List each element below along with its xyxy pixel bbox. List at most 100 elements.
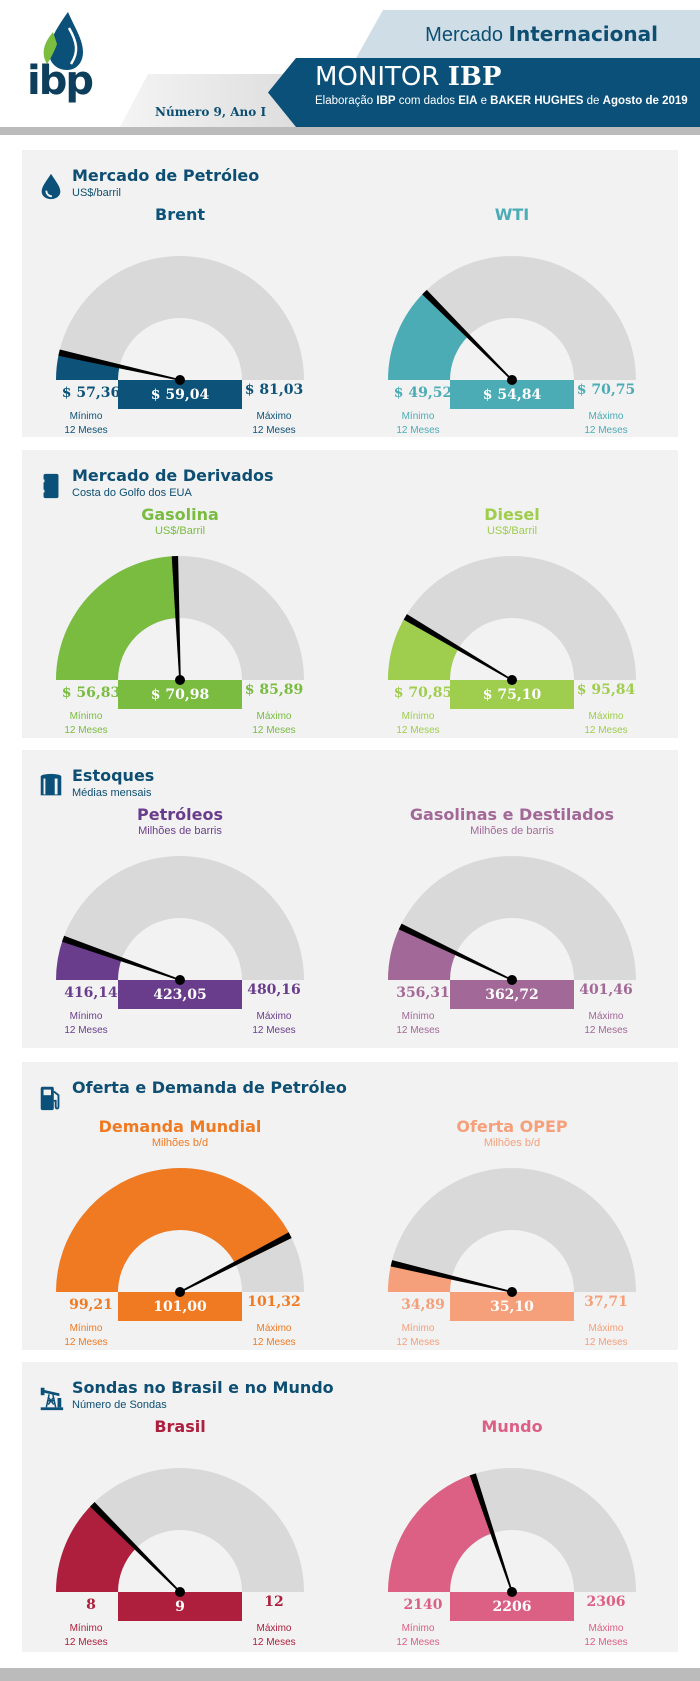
gauge-title: Gasolinas e Destilados: [409, 805, 615, 824]
gauge-brent: Brent $ 59,04 $ 57,36 $ 81,03 Mínimo 12 Meses…: [55, 205, 355, 436]
gauge-oferta-opep: Oferta OPEP Milhões b/d 35,10 34,89 37,71 Mín…: [387, 1117, 687, 1348]
gauge-min-label: $ 57,36: [61, 385, 121, 401]
monitor-subtitle: Elaboração IBP com dados EIA e BAKER HUG…: [315, 94, 695, 108]
gauge-fill: [56, 938, 122, 980]
section-subtitle: US$/barril: [72, 187, 121, 199]
gauge-needle: [403, 614, 513, 681]
gauge-fill: [388, 292, 469, 380]
gauge-max-caption: Máximo 12 Meses: [566, 1622, 646, 1650]
gauge-fill: [56, 1168, 291, 1292]
caption-line: 12 Meses: [396, 425, 440, 436]
caption-line: Mínimo: [69, 1011, 103, 1022]
gauge-fill: [388, 1474, 493, 1592]
report-header: ibp Mercado Internacional Número 9, Ano …: [0, 0, 700, 135]
caption-line: 12 Meses: [396, 1025, 440, 1036]
gauge-min-caption: Mínimo 12 Meses: [378, 1622, 458, 1650]
oil-pump-jack-icon: [40, 1387, 64, 1411]
caption-line: Mínimo: [401, 711, 435, 722]
caption-line: 12 Meses: [252, 425, 296, 436]
gauge-svg: [56, 256, 304, 409]
gauge-hub: [175, 975, 185, 985]
gauge-value-label: 9: [175, 1599, 185, 1615]
gauge-value-label: $ 70,98: [150, 687, 210, 703]
gauge-max-label: $ 70,75: [576, 382, 636, 398]
gauge-min-caption: Mínimo 12 Meses: [378, 710, 458, 738]
gauge-needle: [58, 349, 181, 381]
gauge-min-label: $ 49,52: [393, 385, 453, 401]
subtitle-part: BAKER HUGHES: [490, 95, 584, 107]
gauge-fill: [388, 616, 459, 680]
gauge-value-label: 362,72: [485, 987, 539, 1003]
caption-line: Máximo: [256, 711, 292, 722]
gauge-min-label: $ 56,83: [61, 685, 121, 701]
section-panel: Mercado de Petróleo US$/barril Brent $ 59,0…: [22, 150, 678, 437]
gauge-needle: [61, 935, 181, 981]
ibp-logo-drop-icon: [43, 12, 83, 70]
gauge-hub: [507, 1587, 517, 1597]
section-title: Mercado de Petróleo: [72, 166, 260, 185]
gauge-max-label: 37,71: [584, 1294, 628, 1310]
gauge-hub: [507, 1287, 517, 1297]
gauge-hub: [507, 975, 517, 985]
section-subtitle: Costa do Golfo dos EUA: [72, 487, 192, 499]
caption-line: Máximo: [588, 1623, 624, 1634]
gauge-min-label: $ 70,85: [393, 685, 453, 701]
caption-line: 12 Meses: [252, 1637, 296, 1648]
gauge-min-caption: Mínimo 12 Meses: [378, 1010, 458, 1038]
gauge-min-label: 99,21: [69, 1297, 113, 1313]
section-title: Sondas no Brasil e no Mundo: [72, 1378, 334, 1397]
caption-line: Mínimo: [401, 411, 435, 422]
gauge-min-caption: Mínimo 12 Meses: [46, 1010, 126, 1038]
gauge-hub: [175, 1587, 185, 1597]
market-title-light: Mercado: [425, 24, 503, 46]
caption-line: Mínimo: [69, 411, 103, 422]
gauge-value-label: 2206: [492, 1599, 532, 1615]
section-panel: Sondas no Brasil e no Mundo Número de Son…: [22, 1362, 678, 1652]
gauge-min-caption: Mínimo 12 Meses: [46, 1322, 126, 1350]
gauge-min-label: 356,31: [396, 985, 450, 1001]
section-panel: Estoques Médias mensais Petróleos Milhões d…: [22, 750, 678, 1048]
caption-line: 12 Meses: [584, 1025, 628, 1036]
gauge-max-caption: Máximo 12 Meses: [234, 1010, 314, 1038]
gauge-svg: [56, 1168, 304, 1321]
gauge-min-caption: Mínimo 12 Meses: [378, 410, 458, 438]
caption-line: Máximo: [256, 411, 292, 422]
caption-line: Máximo: [588, 1323, 624, 1334]
issue-number: Número 9, Ano I: [155, 105, 267, 119]
caption-line: Máximo: [588, 1011, 624, 1022]
ibp-logo-text: ibp: [27, 58, 94, 104]
gauge-brasil: Brasil 9 8 12 Mínimo 12 Meses Máximo 12 Meses: [55, 1417, 355, 1648]
gauge-title: Petróleos: [137, 805, 223, 824]
gauge-track: [56, 256, 304, 380]
section-title: Estoques: [72, 766, 155, 785]
caption-line: Mínimo: [401, 1011, 435, 1022]
gauge-hub: [507, 375, 517, 385]
gauge-unit: US$/Barril: [154, 525, 206, 537]
gauge-unit: Milhões de barris: [138, 825, 222, 837]
gauge-max-label: 101,32: [247, 1294, 301, 1310]
caption-line: Máximo: [588, 711, 624, 722]
subtitle-part: EIA: [458, 95, 478, 107]
gauge-min-label: 416,14: [64, 985, 118, 1001]
subtitle-part: Elaboração: [315, 95, 377, 107]
caption-line: Mínimo: [69, 1323, 103, 1334]
section-subtitle: Médias mensais: [72, 787, 152, 799]
section-title: Oferta e Demanda de Petróleo: [72, 1078, 347, 1097]
gauge-min-caption: Mínimo 12 Meses: [46, 710, 126, 738]
caption-line: 12 Meses: [64, 1637, 108, 1648]
gauge-gasolinas-e-destilados: Gasolinas e Destilados Milhões de barris 3…: [387, 805, 687, 1036]
gauge-svg: [388, 556, 636, 709]
gauge-svg: [56, 555, 304, 709]
gauge-needle: [179, 1232, 292, 1293]
caption-line: Máximo: [588, 411, 624, 422]
caption-line: Máximo: [256, 1623, 292, 1634]
caption-line: 12 Meses: [396, 1637, 440, 1648]
gauge-demanda-mundial: Demanda Mundial Milhões b/d 101,00 99,21 101…: [55, 1117, 355, 1348]
gauge-title: Oferta OPEP: [456, 1117, 568, 1136]
gauge-max-label: $ 85,89: [244, 682, 304, 698]
caption-line: Mínimo: [401, 1323, 435, 1334]
caption-line: 12 Meses: [584, 1337, 628, 1348]
gauge-needle: [422, 289, 513, 381]
gauge-mundo: Mundo 2206 2140 2306 Mínimo 12 Meses Máximo 12 …: [387, 1417, 687, 1650]
gauge-track: [56, 856, 304, 980]
